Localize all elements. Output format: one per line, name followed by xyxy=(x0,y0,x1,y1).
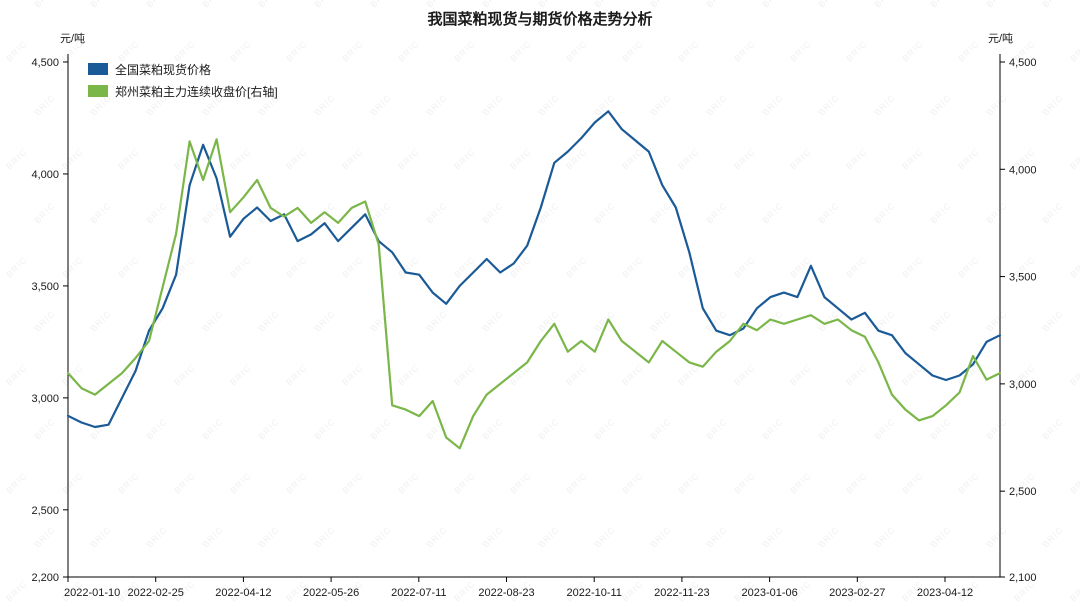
svg-text:4,000: 4,000 xyxy=(1009,164,1037,176)
svg-text:3,500: 3,500 xyxy=(1009,272,1037,284)
legend-item-futures: 郑州菜粕主力连续收盘价[右轴] xyxy=(88,80,278,102)
svg-text:2022-01-10: 2022-01-10 xyxy=(64,587,120,599)
svg-text:2022-11-23: 2022-11-23 xyxy=(654,587,709,599)
svg-text:2022-02-25: 2022-02-25 xyxy=(128,587,184,599)
svg-text:2023-02-27: 2023-02-27 xyxy=(829,587,885,599)
svg-text:4,500: 4,500 xyxy=(1009,57,1037,69)
spot-series-swatch-icon xyxy=(88,63,108,75)
svg-text:2022-05-26: 2022-05-26 xyxy=(303,587,359,599)
svg-text:2023-04-12: 2023-04-12 xyxy=(917,587,973,599)
legend-item-spot: 全国菜粕现货价格 xyxy=(88,58,278,80)
svg-text:2022-08-23: 2022-08-23 xyxy=(478,587,534,599)
futures-series-swatch-icon xyxy=(88,85,108,97)
svg-text:2,500: 2,500 xyxy=(31,505,59,517)
svg-text:2022-04-12: 2022-04-12 xyxy=(215,587,271,599)
svg-text:4,000: 4,000 xyxy=(31,169,59,181)
svg-text:3,000: 3,000 xyxy=(1009,379,1037,391)
left-axis-unit-label: 元/吨 xyxy=(60,33,86,45)
chart-title: 我国菜粕现货与期货价格走势分析 xyxy=(427,11,653,28)
svg-text:2,100: 2,100 xyxy=(1009,572,1037,584)
svg-text:4,500: 4,500 xyxy=(31,57,59,69)
legend-label-spot: 全国菜粕现货价格 xyxy=(115,62,212,77)
svg-text:2022-10-11: 2022-10-11 xyxy=(566,587,621,599)
legend-label-futures: 郑州菜粕主力连续收盘价[右轴] xyxy=(115,84,278,99)
svg-text:2,500: 2,500 xyxy=(1009,486,1037,498)
legend: 全国菜粕现货价格 郑州菜粕主力连续收盘价[右轴] xyxy=(88,58,278,102)
svg-text:3,000: 3,000 xyxy=(31,393,59,405)
svg-text:3,500: 3,500 xyxy=(31,281,59,293)
right-axis-unit-label: 元/吨 xyxy=(988,33,1014,45)
svg-text:2,200: 2,200 xyxy=(31,572,59,584)
svg-text:2023-01-06: 2023-01-06 xyxy=(741,587,797,599)
svg-text:2022-07-11: 2022-07-11 xyxy=(391,587,446,599)
